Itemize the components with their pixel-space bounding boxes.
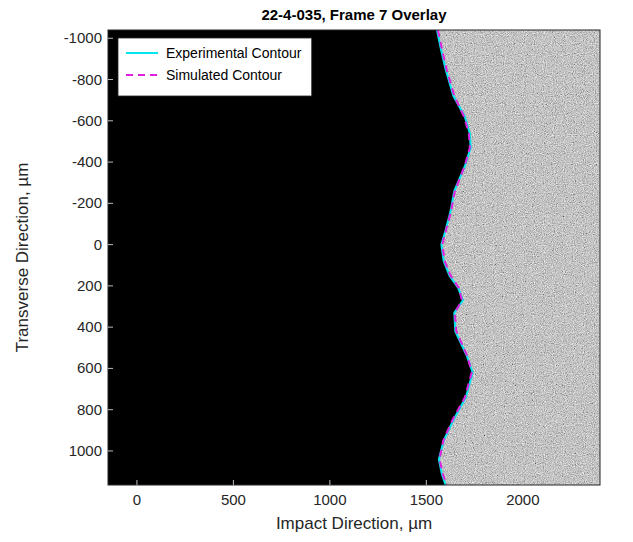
legend-box (118, 38, 312, 96)
x-tick (426, 480, 427, 485)
legend: Experimental Contour Simulated Contour (118, 38, 312, 96)
y-tick-label: -600 (72, 112, 102, 129)
y-tick (108, 120, 113, 121)
y-tick-label: 600 (77, 359, 102, 376)
speckle-region (108, 30, 600, 485)
y-tick (108, 450, 113, 451)
y-tick-label: 1000 (69, 442, 102, 459)
y-tick-label: -800 (72, 71, 102, 88)
plot-area (108, 30, 600, 485)
x-tick (522, 480, 523, 485)
chart: 0 500 1000 1500 2000 -1000 -800 -600 -400 -200 0 20… (0, 0, 633, 542)
x-axis-title: Impact Direction, µm (276, 514, 432, 533)
y-tick (108, 162, 113, 163)
x-tick (136, 480, 137, 485)
legend-label: Simulated Contour (166, 67, 282, 83)
x-tick-label: 1000 (313, 491, 346, 508)
x-tick-label: 0 (133, 491, 141, 508)
y-tick (108, 285, 113, 286)
y-tick (108, 38, 113, 39)
contour-line (437, 30, 473, 485)
y-tick (108, 409, 113, 410)
y-tick (108, 368, 113, 369)
y-tick (108, 203, 113, 204)
y-tick-label: 200 (77, 277, 102, 294)
y-tick-label: -200 (72, 194, 102, 211)
legend-label: Experimental Contour (166, 45, 302, 61)
y-axis-title: Transverse Direction, µm (13, 163, 32, 353)
x-tick-label: 500 (221, 491, 246, 508)
y-tick (108, 244, 113, 245)
y-tick (108, 327, 113, 328)
plot-background (108, 30, 600, 485)
contour-line (438, 30, 472, 485)
x-tick-label: 2000 (506, 491, 539, 508)
plot-frame (108, 30, 600, 485)
y-tick-label: 0 (94, 236, 102, 253)
y-tick-label: -400 (72, 153, 102, 170)
speckle-texture (108, 30, 600, 485)
x-tick (329, 480, 330, 485)
y-tick-label: 400 (77, 318, 102, 335)
title: 22-4-035, Frame 7 Overlay (261, 6, 447, 23)
y-tick-label: -1000 (64, 29, 102, 46)
x-tick-label: 1500 (410, 491, 443, 508)
y-tick-label: 800 (77, 401, 102, 418)
x-tick (233, 480, 234, 485)
legend-swatch (126, 74, 158, 76)
legend-swatch (126, 52, 158, 54)
y-tick (108, 79, 113, 80)
